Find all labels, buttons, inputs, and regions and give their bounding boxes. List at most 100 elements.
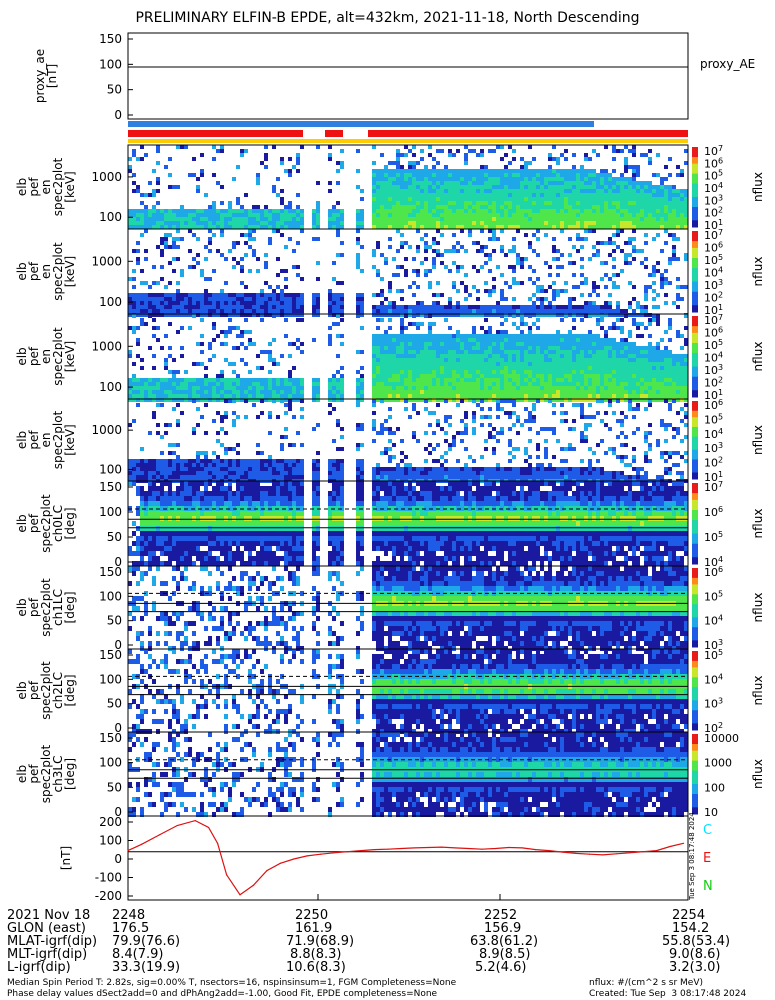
spectrogram-cell	[504, 209, 508, 213]
spectrogram-cell	[152, 390, 156, 394]
spectrogram-cell	[664, 205, 668, 209]
spectrogram-cell	[456, 225, 460, 229]
spectrogram-cell	[664, 350, 668, 354]
spectrogram-cell	[472, 362, 476, 366]
spectrogram-cell	[236, 398, 240, 402]
spectrogram-cell	[624, 378, 628, 382]
spectrogram-cell	[524, 189, 528, 193]
spectrogram-cell	[480, 173, 484, 177]
spectrogram-cell	[452, 213, 456, 217]
spectrogram-cell	[148, 467, 152, 471]
spectrogram-cell	[576, 197, 580, 201]
spectrogram-cell	[572, 213, 576, 217]
spectrogram-cell	[236, 293, 240, 297]
spectrogram-cell	[404, 257, 408, 261]
spectrogram-cell	[460, 181, 464, 185]
spectrogram-cell	[244, 297, 248, 301]
spectrogram-cell	[468, 342, 472, 346]
spectrogram-cell	[432, 213, 436, 217]
spectrogram-cell	[160, 253, 164, 257]
spectrogram-cell	[528, 205, 532, 209]
spectrogram-cell	[456, 362, 460, 366]
spectrogram-cell	[436, 217, 440, 221]
spectrogram-cell	[536, 346, 540, 350]
spectrogram-cell	[212, 313, 216, 317]
spectrogram-cell	[608, 350, 612, 354]
spectrogram-cell	[480, 338, 484, 342]
spectrogram-cell	[148, 305, 152, 309]
spectrogram-cell	[664, 382, 668, 386]
spectrogram-cell	[176, 313, 180, 317]
spectrogram-cell	[408, 205, 412, 209]
spectrogram-cell	[380, 205, 384, 209]
spectrogram-cell	[536, 338, 540, 342]
spectrogram-cell	[156, 313, 160, 317]
spectrogram-cell	[652, 213, 656, 217]
spectrogram-cell	[592, 305, 596, 309]
spectrogram-cell	[456, 201, 460, 205]
spectrogram-cell	[648, 205, 652, 209]
spectrogram-cell	[172, 382, 176, 386]
spectrogram-cell	[444, 374, 448, 378]
spectrogram-cell	[644, 297, 648, 301]
spectrogram-cell	[664, 386, 668, 390]
spectrogram-cell	[548, 225, 552, 229]
spectrogram-cell	[520, 342, 524, 346]
spectrogram-cell	[640, 201, 644, 205]
spectrogram-cell	[616, 326, 620, 330]
spectrogram-cell	[540, 217, 544, 221]
spectrogram-cell	[572, 378, 576, 382]
spectrogram-cell	[380, 289, 384, 293]
spectrogram-cell	[460, 229, 464, 233]
spectrogram-cell	[360, 301, 364, 305]
spectrogram-cell	[584, 358, 588, 362]
spectrogram-cell	[168, 281, 172, 285]
spectrogram-cell	[228, 378, 232, 382]
spectrogram-cell	[156, 390, 160, 394]
spectrogram-cell	[620, 374, 624, 378]
spectrogram-cell	[540, 221, 544, 225]
spectrogram-cell	[232, 447, 236, 451]
spectrogram-cell	[404, 390, 408, 394]
spectrogram-cell	[512, 245, 516, 249]
spectrogram-cell	[408, 217, 412, 221]
spectrogram-cell	[576, 313, 580, 317]
spectrogram-cell	[568, 189, 572, 193]
spectrogram-cell	[576, 225, 580, 229]
spectrogram-cell	[664, 362, 668, 366]
spectrogram-cell	[276, 273, 280, 277]
spectrogram-cell	[528, 213, 532, 217]
spectrogram-cell	[584, 277, 588, 281]
spectrogram-cell	[640, 362, 644, 366]
spectrogram-cell	[572, 205, 576, 209]
spectrogram-cell	[168, 305, 172, 309]
spectrogram-cell	[612, 398, 616, 402]
spectrogram-cell	[432, 193, 436, 197]
spectrogram-cell	[220, 475, 224, 479]
spectrogram-cell	[176, 297, 180, 301]
spectrogram-cell	[620, 394, 624, 398]
spectrogram-cell	[564, 309, 568, 313]
spectrogram-cell	[588, 157, 592, 161]
spectrogram-cell	[640, 322, 644, 326]
spectrogram-cell	[256, 293, 260, 297]
spectrogram-cell	[480, 221, 484, 225]
spectrogram-cell	[424, 245, 428, 249]
spectrogram-cell	[592, 205, 596, 209]
spectrogram-cell	[444, 197, 448, 201]
spectrogram-cell	[492, 221, 496, 225]
spectrogram-cell	[620, 193, 624, 197]
spectrogram-cell	[252, 313, 256, 317]
spectrogram-cell	[664, 165, 668, 169]
spectrogram-cell	[608, 205, 612, 209]
spectrogram-cell	[328, 225, 332, 229]
spectrogram-cell	[172, 374, 176, 378]
spectrogram-cell	[392, 362, 396, 366]
spectrogram-cell	[360, 463, 364, 467]
spectrogram-cell	[684, 394, 688, 398]
spectrogram-cell	[176, 467, 180, 471]
spectrogram-cell	[496, 338, 500, 342]
spectrogram-cell	[204, 386, 208, 390]
spectrogram-cell	[164, 297, 168, 301]
spectrogram-cell	[144, 305, 148, 309]
